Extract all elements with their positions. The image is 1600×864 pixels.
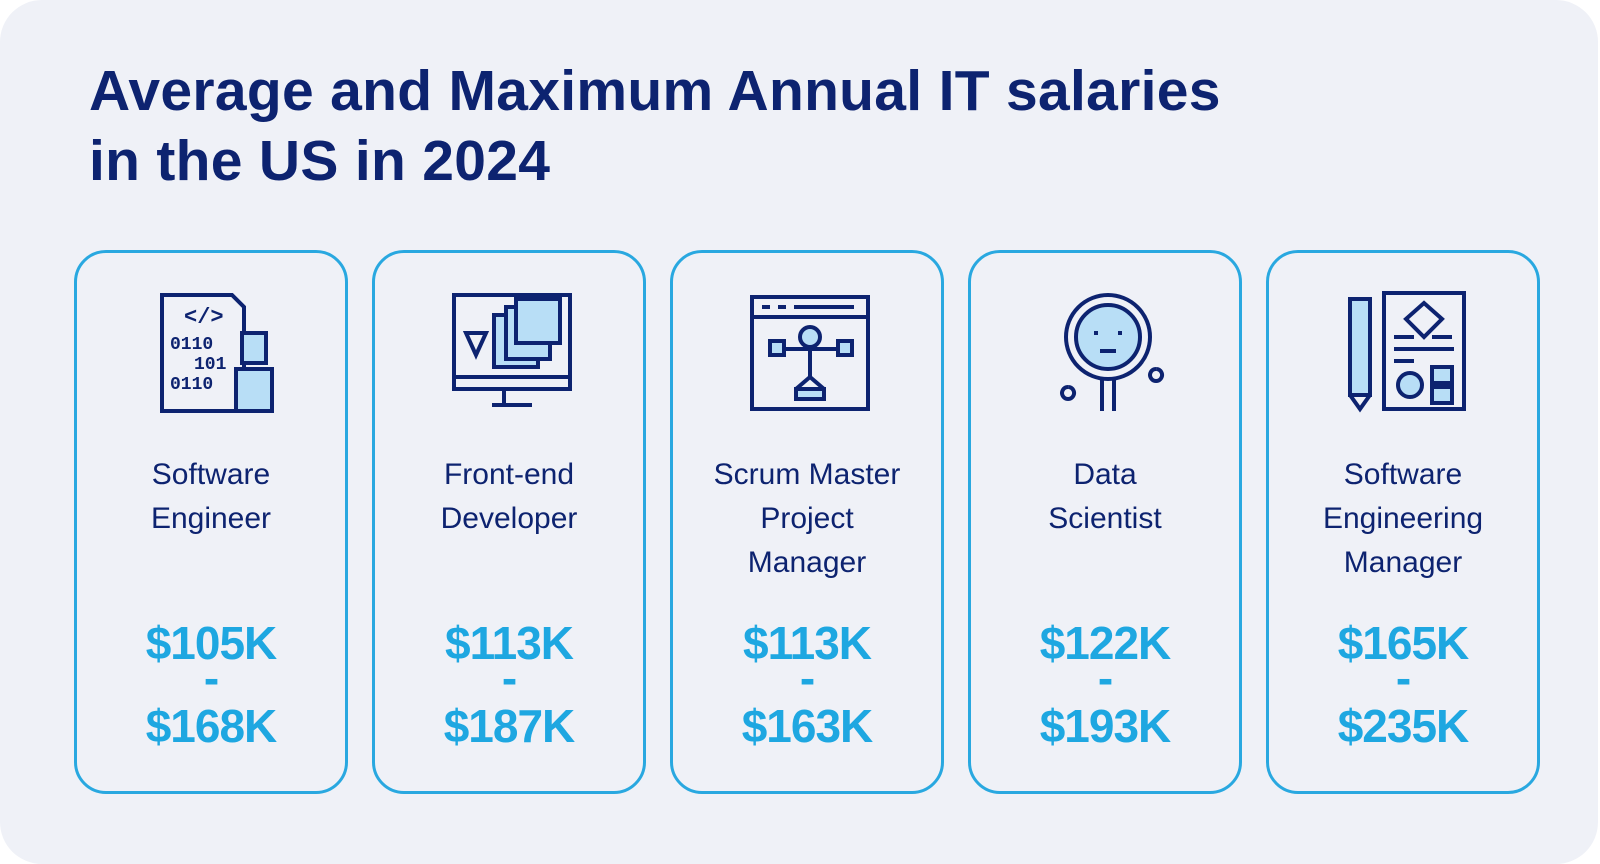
salary-card: </> 0110 101 0110 Software Engineer $105K - $168… [74, 250, 348, 794]
icon [1060, 293, 1165, 411]
min-salary: $165K [1337, 617, 1470, 669]
role-name: Project [760, 502, 854, 535]
salary-card: Scrum Master Project Manager $113K - $163K [670, 250, 944, 794]
icon [1348, 291, 1466, 413]
separator: - [501, 652, 517, 704]
svg-text:101: 101 [194, 355, 227, 375]
role-name: Data [1073, 458, 1137, 491]
svg-text:</>: </> [184, 305, 224, 330]
role-name: Developer [440, 502, 578, 535]
max-salary: $235K [1337, 700, 1470, 752]
separator: - [1395, 652, 1411, 704]
salary-card: Front-end Developer $113K - $187K [372, 250, 646, 794]
max-salary: $187K [443, 700, 576, 752]
max-salary: $168K [145, 700, 278, 752]
role-name: Front-end [443, 458, 575, 491]
role-name: Engineering [1322, 502, 1484, 535]
role-name: Engineer [150, 502, 272, 535]
icon [750, 295, 870, 411]
separator: - [799, 652, 815, 704]
separator: - [203, 652, 219, 704]
role-name: Scientist [1048, 502, 1162, 535]
min-salary: $113K [742, 617, 872, 669]
title: in the US in 2024 [89, 129, 551, 193]
max-salary: $163K [741, 700, 874, 752]
min-salary: $122K [1039, 617, 1172, 669]
min-salary: $105K [145, 617, 278, 669]
salary-card: Data Scientist $122K - $193K [968, 250, 1242, 794]
title: Average and Maximum Annual IT salaries [89, 59, 1221, 123]
icon [452, 293, 572, 407]
max-salary: $193K [1039, 700, 1172, 752]
salary-card: Software Engineering Manager $165K - $235K [1266, 250, 1540, 794]
role-name: Manager [1343, 546, 1463, 579]
svg-text:0110: 0110 [170, 375, 213, 395]
separator: - [1097, 652, 1113, 704]
svg-text:0110: 0110 [170, 335, 213, 355]
min-salary: $113K [444, 617, 574, 669]
role-name: Manager [747, 546, 867, 579]
role-name: Software [151, 458, 271, 491]
role-name: Scrum Master [713, 458, 901, 491]
role-name: Software [1343, 458, 1463, 491]
